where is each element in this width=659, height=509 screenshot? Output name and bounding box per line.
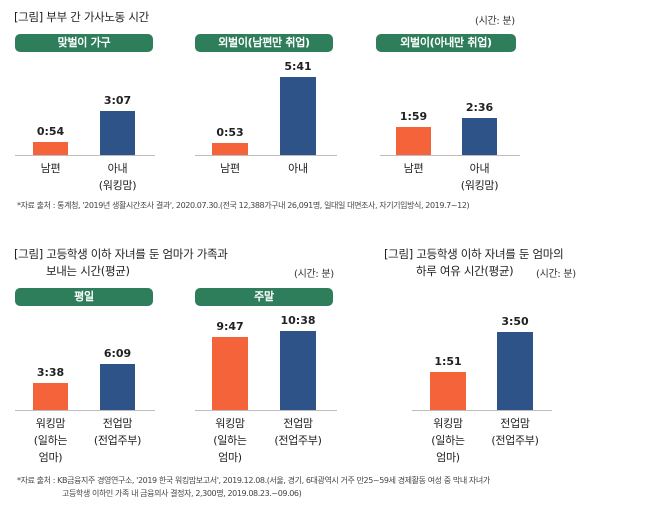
chart-weekday-axis [15,410,155,411]
chart-daily-free-time-bar-blue [497,332,533,410]
chart-single-income-wife-axis [380,155,520,156]
chart-single-income-husband-value-label: 5:41 [284,60,312,73]
section3-title-line1: [그림] 고등학생 이하 자녀를 둔 엄마의 [384,247,564,261]
section2-unit: (시간: 분) [294,269,334,280]
chart-daily-free-time-axis [412,410,552,411]
chart-weekend-category-label: 워킹맘 (일하는 엄마) [213,417,247,464]
chart-weekday-category-label: 워킹맘 (일하는 엄마) [33,417,68,464]
section2-title-line1: [그림] 고등학생 이하 자녀를 둔 엄마가 가족과 [14,247,228,261]
chart-daily-free-time-category-label: 전업맘 (전업주부) [491,417,539,447]
section2-title-line2: 보내는 시간(평균) [46,264,130,278]
chart-weekend-bar-blue [280,331,316,410]
chart-single-income-wife-bar-blue [462,118,497,155]
chart-dual-income-title: 맞벌이 가구 [15,34,153,52]
chart-dual-income-bar-blue [100,111,135,155]
chart-weekend-axis [195,410,337,411]
chart-weekday-bar-blue [100,364,135,410]
chart-single-income-wife-category-label: 아내 (워킹맘) [460,162,499,192]
chart-single-income-husband-title: 외벌이(남편만 취업) [195,34,333,52]
chart-daily-free-time-value-label: 3:50 [501,315,529,328]
chart-dual-income-category-label: 아내 (워킹맘) [98,162,137,192]
chart-dual-income-axis [15,155,155,156]
chart-single-income-wife-value-label: 2:36 [465,101,494,114]
chart-single-income-wife-bar-orange [396,127,431,155]
chart-weekend-value-label: 10:38 [280,314,316,327]
chart-single-income-husband-value-label: 0:53 [216,126,244,139]
chart-daily-free-time-value-label: 1:51 [434,355,462,368]
chart-single-income-wife-category-label: 남편 [403,162,424,175]
chart-weekend-bar-orange [212,337,248,410]
section2-source-line1: *자료 출처 : KB금융지주 경영연구소, '2019 한국 워킹맘보고서',… [17,476,490,485]
chart-single-income-husband-bar-blue [280,77,316,155]
chart-single-income-husband-category-label: 남편 [220,162,240,175]
section1-unit: (시간: 분) [475,16,515,27]
section2-source-line2: 고등학생 이하인 가족 내 금융의사 결정자, 2,300명, 2019.08.… [62,489,302,498]
chart-single-income-husband-category-label: 아내 [288,162,308,175]
chart-weekend-category-label: 전업맘 (전업주부) [274,417,322,447]
chart-weekday-title: 평일 [15,288,153,306]
chart-single-income-husband-axis [195,155,337,156]
section1-source: *자료 출처 : 통계청, '2019년 생활시간조사 결과', 2020.07… [17,201,470,210]
section3-title-line2: 하루 여유 시간(평균) [416,264,514,278]
chart-dual-income-category-label: 남편 [40,162,61,175]
chart-weekend-title: 주말 [195,288,333,306]
chart-daily-free-time-category-label: 워킹맘 (일하는 엄마) [431,417,465,464]
chart-weekday-category-label: 전업맘 (전업주부) [93,417,142,447]
chart-weekday-value-label: 3:38 [36,366,65,379]
chart-single-income-husband-bar-orange [212,143,248,155]
chart-single-income-wife-title: 외벌이(아내만 취업) [376,34,516,52]
chart-daily-free-time-bar-orange [430,372,466,410]
chart-dual-income-bar-orange [33,142,68,155]
chart-dual-income-value-label: 3:07 [103,94,132,107]
chart-single-income-wife-value-label: 1:59 [399,110,428,123]
section3-unit: (시간: 분) [536,269,576,280]
section1-title: [그림] 부부 간 가사노동 시간 [14,10,149,24]
chart-weekday-bar-orange [33,383,68,410]
chart-weekday-value-label: 6:09 [103,347,132,360]
chart-dual-income-value-label: 0:54 [36,125,65,138]
chart-weekend-value-label: 9:47 [216,320,244,333]
